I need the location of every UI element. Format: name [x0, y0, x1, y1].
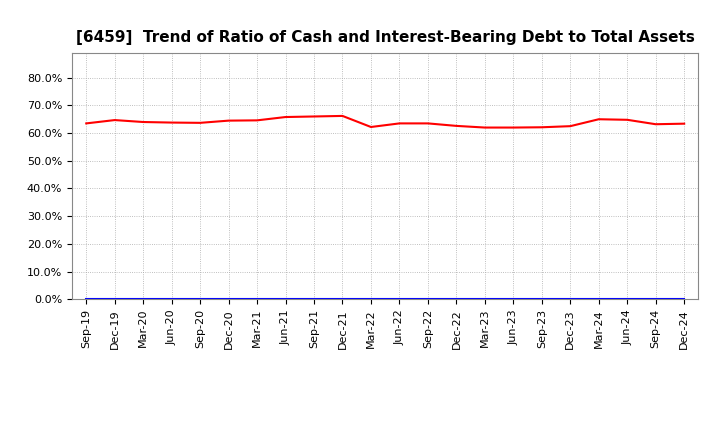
Line: Cash: Cash: [86, 116, 684, 128]
Interest-Bearing Debt: [423, 297, 432, 302]
Interest-Bearing Debt: [167, 297, 176, 302]
Title: [6459]  Trend of Ratio of Cash and Interest-Bearing Debt to Total Assets: [6459] Trend of Ratio of Cash and Intere…: [76, 29, 695, 45]
Cash: [452, 123, 461, 128]
Interest-Bearing Debt: [680, 297, 688, 302]
Cash: [395, 121, 404, 126]
Interest-Bearing Debt: [595, 297, 603, 302]
Cash: [680, 121, 688, 126]
Cash: [82, 121, 91, 126]
Interest-Bearing Debt: [395, 297, 404, 302]
Cash: [480, 125, 489, 130]
Cash: [623, 117, 631, 122]
Cash: [225, 118, 233, 123]
Cash: [253, 118, 261, 123]
Interest-Bearing Debt: [452, 297, 461, 302]
Interest-Bearing Debt: [537, 297, 546, 302]
Cash: [537, 125, 546, 130]
Cash: [196, 120, 204, 125]
Interest-Bearing Debt: [139, 297, 148, 302]
Interest-Bearing Debt: [623, 297, 631, 302]
Cash: [110, 117, 119, 123]
Interest-Bearing Debt: [366, 297, 375, 302]
Cash: [310, 114, 318, 119]
Cash: [566, 124, 575, 129]
Cash: [282, 114, 290, 120]
Cash: [595, 117, 603, 122]
Interest-Bearing Debt: [282, 297, 290, 302]
Cash: [509, 125, 518, 130]
Interest-Bearing Debt: [110, 297, 119, 302]
Cash: [139, 119, 148, 125]
Interest-Bearing Debt: [225, 297, 233, 302]
Interest-Bearing Debt: [566, 297, 575, 302]
Interest-Bearing Debt: [509, 297, 518, 302]
Interest-Bearing Debt: [652, 297, 660, 302]
Interest-Bearing Debt: [82, 297, 91, 302]
Interest-Bearing Debt: [338, 297, 347, 302]
Cash: [423, 121, 432, 126]
Interest-Bearing Debt: [310, 297, 318, 302]
Cash: [652, 121, 660, 127]
Interest-Bearing Debt: [253, 297, 261, 302]
Cash: [167, 120, 176, 125]
Cash: [338, 113, 347, 118]
Interest-Bearing Debt: [480, 297, 489, 302]
Cash: [366, 125, 375, 130]
Interest-Bearing Debt: [196, 297, 204, 302]
